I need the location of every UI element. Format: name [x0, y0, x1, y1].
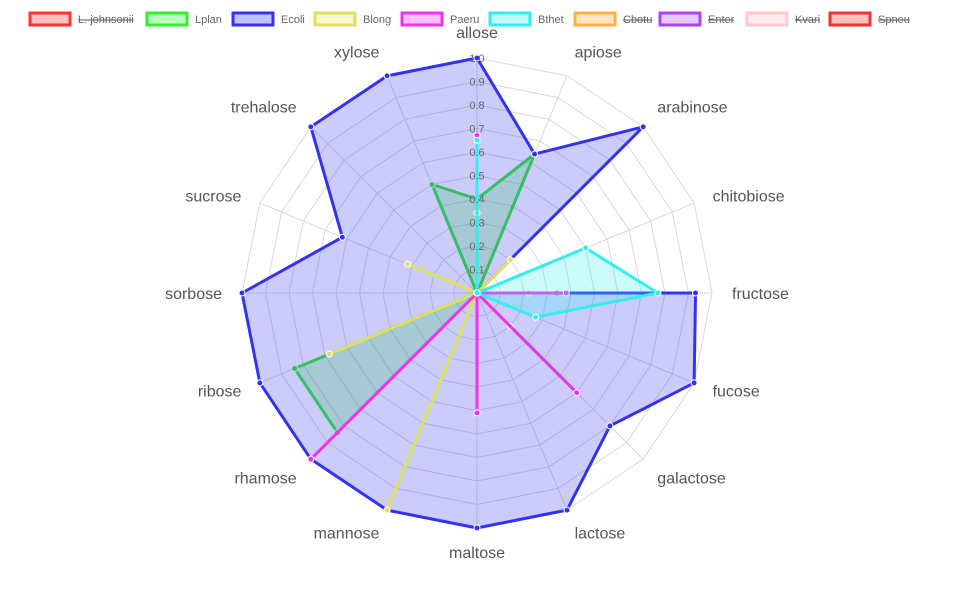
- tick-label: 0.7: [469, 124, 484, 136]
- legend-label: Cbotu: [623, 14, 652, 26]
- tick-label: 0.9: [469, 77, 484, 89]
- legend-swatch: [231, 11, 275, 27]
- grid-spoke: [476, 292, 568, 511]
- legend-item-cbotu[interactable]: Cbotu: [573, 11, 652, 27]
- data-point-paeru-maltose[interactable]: [473, 409, 481, 417]
- tick-label: 0.6: [469, 147, 484, 159]
- axis-labels: allose apiose arabinose chitobiose fructose f…: [165, 25, 789, 562]
- axis-label-fucose: fucose: [713, 384, 760, 401]
- axis-label-fructose: fructose: [732, 286, 789, 303]
- legend-item-kvari[interactable]: Kvari: [745, 11, 820, 27]
- legend-item-blong[interactable]: Blong: [313, 11, 391, 27]
- axis-label-ribose: ribose: [198, 384, 242, 401]
- data-point-paeru-rhamose[interactable]: [307, 455, 315, 463]
- legend-label: Ecoli: [281, 14, 305, 26]
- legend-label: L. johnsonii: [78, 14, 134, 26]
- data-point-bthet-xylose[interactable]: [473, 289, 481, 297]
- axis-label-allose: allose: [456, 25, 498, 42]
- tick-label: 0.3: [469, 218, 484, 230]
- legend-swatch: [745, 11, 789, 27]
- legend-item-lplan[interactable]: Lplan: [145, 11, 222, 27]
- data-point-blong-ribose[interactable]: [325, 350, 333, 358]
- data-point-ecoli-maltose[interactable]: [473, 524, 481, 532]
- series-bthet: [473, 136, 662, 321]
- axis-label-maltose: maltose: [449, 545, 505, 562]
- data-point-bthet-allose[interactable]: [473, 136, 481, 144]
- legend-swatch: [658, 11, 702, 27]
- tick-label: 1.0: [469, 53, 484, 65]
- legend-swatch: [488, 11, 532, 27]
- axis-label-mannose: mannose: [314, 526, 380, 543]
- legend-item-paeru[interactable]: Paeru: [400, 11, 479, 27]
- legend-label: Bthet: [538, 14, 564, 26]
- legend-label: Blong: [363, 14, 391, 26]
- data-point-ecoli-lactose[interactable]: [563, 506, 571, 514]
- tick-label: 0.1: [469, 265, 484, 277]
- legend-swatch: [828, 11, 872, 27]
- axis-label-sucrose: sucrose: [185, 188, 241, 205]
- legend-swatch: [145, 11, 189, 27]
- tick-label: 0.5: [469, 171, 484, 183]
- tick-labels: 0.1 0.2 0.3 0.4 0.5 0.6 0.7 0.8 0.9 1.0: [469, 53, 484, 277]
- axis-label-chitobiose: chitobiose: [713, 188, 785, 205]
- data-point-ecoli-sorbose[interactable]: [238, 289, 246, 297]
- data-point-bthet-fructose[interactable]: [654, 289, 662, 297]
- data-point-ecoli-apiose[interactable]: [531, 150, 539, 158]
- tick-label: 0.8: [469, 100, 484, 112]
- data-point-blong-mannose[interactable]: [383, 506, 391, 514]
- tick-label: 0.2: [469, 241, 484, 253]
- axis-label-apiose: apiose: [575, 44, 622, 61]
- legend-label: Spneu: [878, 14, 910, 26]
- data-point-ecoli-xylose[interactable]: [383, 72, 391, 80]
- data-point-ecoli-trehalose[interactable]: [307, 123, 315, 131]
- grid-spoke: [310, 126, 478, 294]
- legend-item-ecoli[interactable]: Ecoli: [231, 11, 305, 27]
- data-point-ecoli-fucose[interactable]: [690, 379, 698, 387]
- data-point-ecoli-arabinose[interactable]: [639, 123, 647, 131]
- tick-label: 0.4: [469, 194, 484, 206]
- axis-label-trehalose: trehalose: [231, 100, 297, 117]
- data-point-blong-sucrose[interactable]: [404, 260, 412, 268]
- data-point-ecoli-sucrose[interactable]: [338, 233, 346, 241]
- legend-label: Enter: [708, 14, 735, 26]
- data-point-ecoli-allose[interactable]: [473, 54, 481, 62]
- data-point-bthet-chitobiose[interactable]: [582, 244, 590, 252]
- axis-label-xylose: xylose: [334, 44, 379, 61]
- data-point-paeru-fructose[interactable]: [562, 289, 570, 297]
- data-point-ecoli-galactose[interactable]: [606, 422, 614, 430]
- axis-label-arabinose: arabinose: [657, 100, 727, 117]
- data-point-ecoli-fructose[interactable]: [692, 289, 700, 297]
- series-ecoli: [238, 54, 700, 532]
- series-layer: [238, 54, 700, 532]
- legend-item-l-johnsonii[interactable]: L. johnsonii: [28, 11, 134, 27]
- legend-swatch: [573, 11, 617, 27]
- legend-label: Paeru: [450, 14, 479, 26]
- data-point-paeru-galactose[interactable]: [573, 389, 581, 397]
- axis-label-rhamose: rhamose: [234, 470, 296, 487]
- legend-swatch: [28, 11, 72, 27]
- legend-label: Lplan: [195, 14, 222, 26]
- legend: L. johnsonii Lplan Ecoli Blong Paeru Bthet Cbo…: [28, 11, 910, 27]
- data-point-ecoli-ribose[interactable]: [256, 379, 264, 387]
- axis-label-sorbose: sorbose: [165, 286, 222, 303]
- legend-swatch: [313, 11, 357, 27]
- data-point-lplan-ribose[interactable]: [291, 365, 299, 373]
- data-point-lplan-xylose[interactable]: [428, 180, 436, 188]
- legend-label: Kvari: [795, 14, 820, 26]
- legend-item-spneu[interactable]: Spneu: [828, 11, 910, 27]
- axis-label-lactose: lactose: [575, 526, 626, 543]
- data-point-blong-arabinose[interactable]: [506, 256, 514, 264]
- legend-swatch: [400, 11, 444, 27]
- legend-item-bthet[interactable]: Bthet: [488, 11, 564, 27]
- legend-item-enter[interactable]: Enter: [658, 11, 735, 27]
- axis-label-galactose: galactose: [657, 470, 726, 487]
- data-point-bthet-fucose[interactable]: [532, 313, 540, 321]
